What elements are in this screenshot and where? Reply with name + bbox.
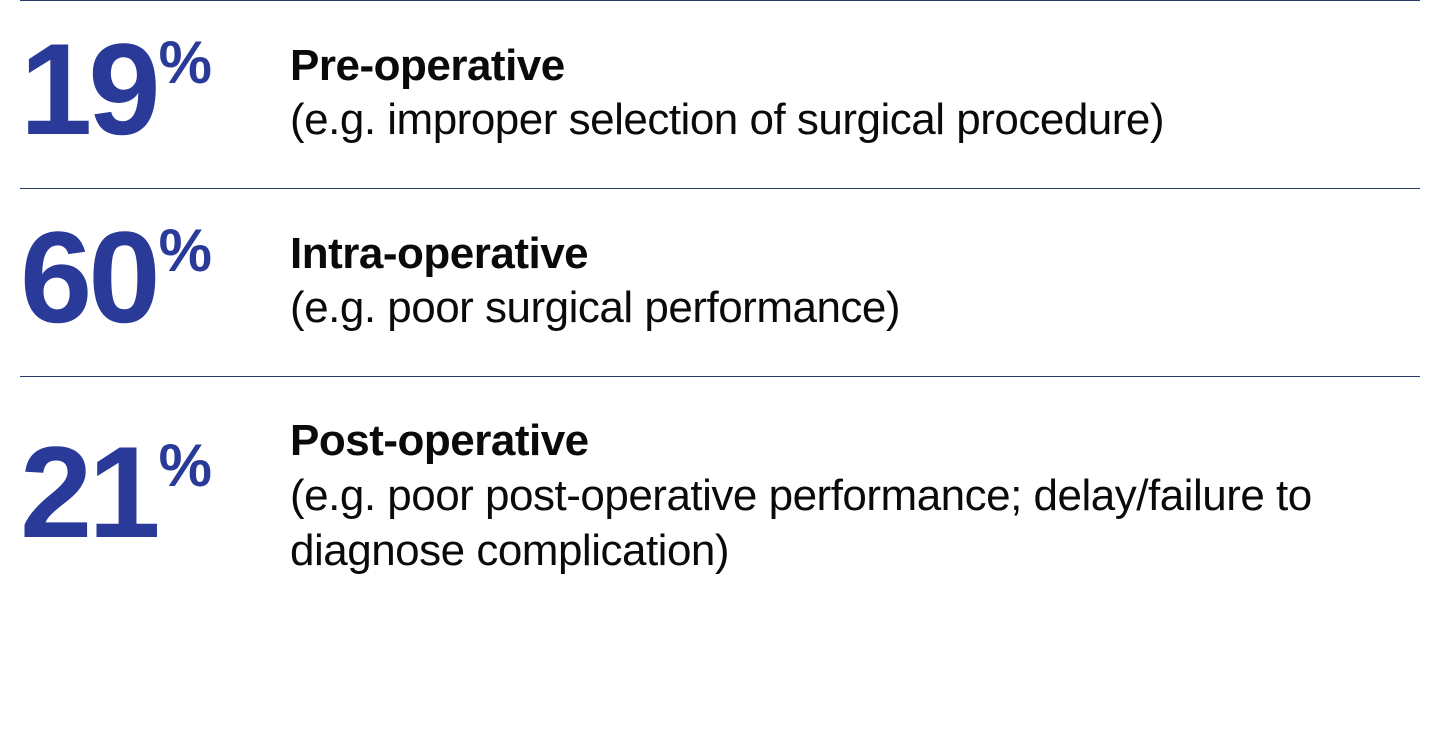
percent-sign: % <box>159 436 212 496</box>
stat-number: 60 <box>20 219 157 336</box>
stat-row-intra-operative: 60 % Intra-operative (e.g. poor surgical… <box>20 188 1420 376</box>
stat-number: 19 <box>20 31 157 148</box>
stat-percent: 19 % <box>20 31 275 148</box>
stat-percent: 60 % <box>20 219 275 336</box>
stat-desc: (e.g. poor post-operative performance; d… <box>290 468 1420 578</box>
stat-number: 21 <box>20 434 157 551</box>
stat-text: Pre-operative (e.g. improper selection o… <box>290 32 1420 148</box>
stat-desc: (e.g. poor surgical performance) <box>290 280 1420 335</box>
stat-row-pre-operative: 19 % Pre-operative (e.g. improper select… <box>20 0 1420 188</box>
stat-row-post-operative: 21 % Post-operative (e.g. poor post-oper… <box>20 376 1420 618</box>
stat-text: Post-operative (e.g. poor post-operative… <box>290 407 1420 578</box>
stat-title: Intra-operative <box>290 228 1420 281</box>
stat-text: Intra-operative (e.g. poor surgical perf… <box>290 220 1420 336</box>
stat-percent: 21 % <box>20 434 275 551</box>
percent-sign: % <box>159 221 212 281</box>
percent-sign: % <box>159 33 212 93</box>
stat-title: Post-operative <box>290 415 1420 468</box>
stat-desc: (e.g. improper selection of surgical pro… <box>290 92 1420 147</box>
stat-title: Pre-operative <box>290 40 1420 93</box>
